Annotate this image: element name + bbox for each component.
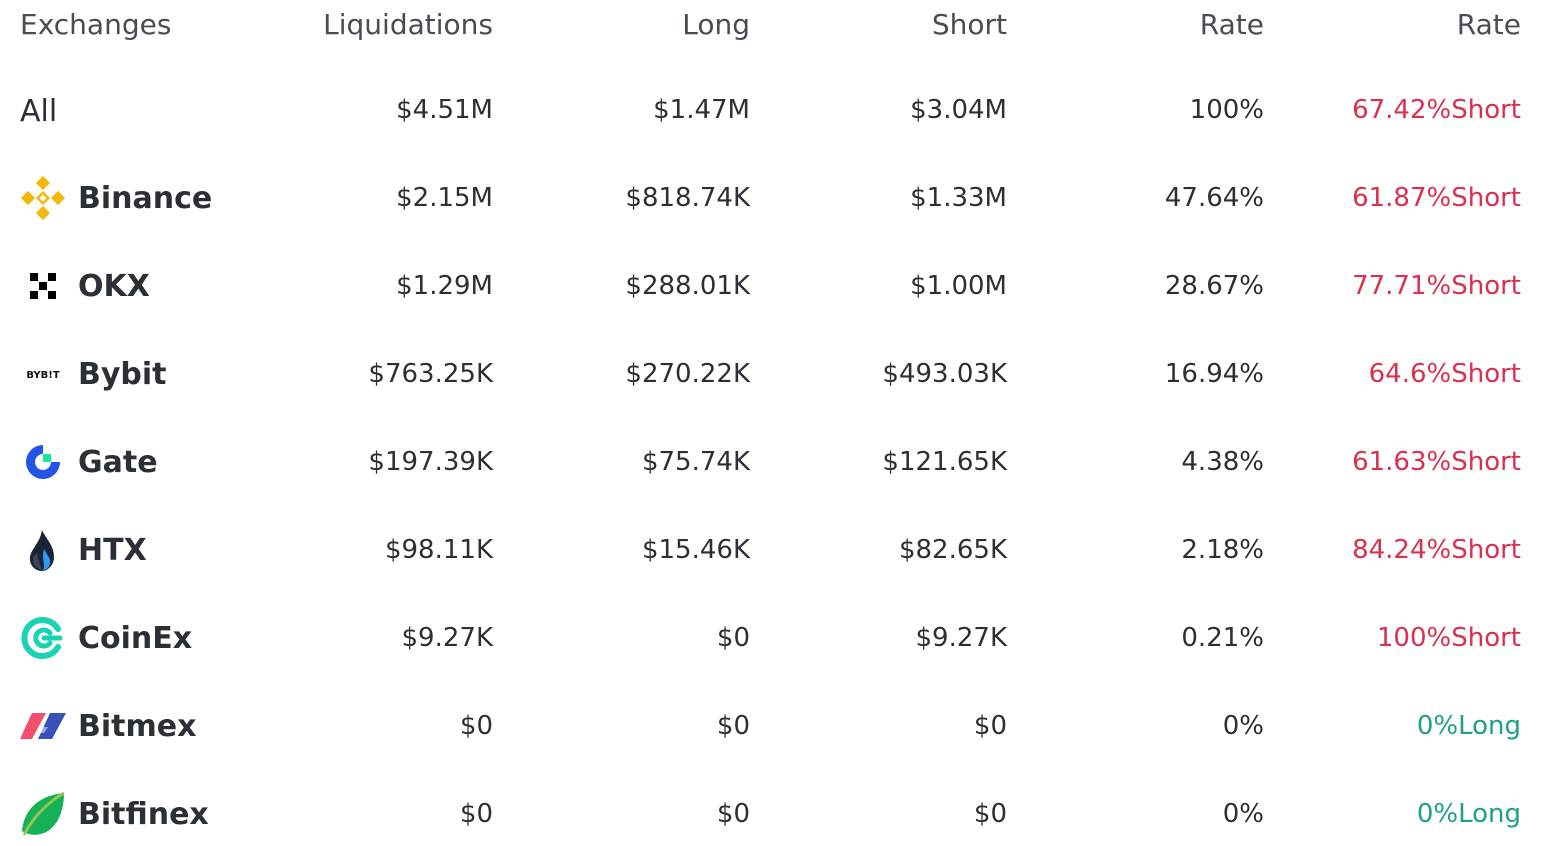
liquidations-value: $0: [459, 799, 493, 829]
short-value: $493.03K: [882, 359, 1007, 389]
bitfinex-icon: [20, 791, 66, 837]
exchange-name: HTX: [78, 533, 147, 568]
long-value: $0: [716, 799, 750, 829]
long-value: $288.01K: [625, 271, 750, 301]
short-value: $0: [973, 711, 1007, 741]
ratio-value: 61.87%Short: [1352, 183, 1521, 213]
table-header: Exchanges Liquidations Long Short Rate R…: [0, 0, 1542, 55]
rate-value: 16.94%: [1164, 359, 1264, 389]
header-short[interactable]: Short: [931, 8, 1007, 41]
short-value: $3.04M: [910, 95, 1007, 125]
table-row-coinex[interactable]: CoinEx $9.27K $0 $9.27K 0.21% 100%Short: [0, 608, 1542, 668]
exchange-name: Bybit: [78, 357, 167, 392]
liquidations-value: $4.51M: [396, 95, 493, 125]
gate-icon: [20, 439, 66, 485]
binance-icon: [20, 175, 66, 221]
bitmex-icon: [20, 703, 66, 749]
ratio-value: 61.63%Short: [1352, 447, 1521, 477]
rate-value: 28.67%: [1164, 271, 1264, 301]
ratio-value: 77.71%Short: [1352, 271, 1521, 301]
table-row-binance[interactable]: Binance $2.15M $818.74K $1.33M 47.64% 61…: [0, 168, 1542, 228]
short-value: $1.33M: [910, 183, 1007, 213]
liquidations-value: $98.11K: [384, 535, 493, 565]
header-rate-ratio[interactable]: Rate: [1456, 8, 1521, 41]
htx-icon: [20, 527, 66, 573]
exchange-name: All: [20, 94, 58, 129]
liquidations-value: $9.27K: [401, 623, 493, 653]
ratio-value: 0%Long: [1416, 711, 1521, 741]
table-row-gate[interactable]: Gate $197.39K $75.74K $121.65K 4.38% 61.…: [0, 432, 1542, 492]
table-row-all[interactable]: All $4.51M $1.47M $3.04M 100% 67.42%Shor…: [0, 80, 1542, 140]
long-value: $1.47M: [653, 95, 750, 125]
rate-value: 0%: [1222, 799, 1264, 829]
exchange-name: CoinEx: [78, 621, 193, 656]
rate-value: 100%: [1189, 95, 1264, 125]
header-long[interactable]: Long: [682, 8, 750, 41]
exchange-name: Gate: [78, 445, 158, 480]
liquidations-value: $1.29M: [396, 271, 493, 301]
table-row-bybit[interactable]: BYB!T Bybit $763.25K $270.22K $493.03K 1…: [0, 344, 1542, 404]
header-exchanges[interactable]: Exchanges: [20, 8, 172, 41]
header-liquidations[interactable]: Liquidations: [323, 8, 493, 41]
liquidations-value: $197.39K: [368, 447, 493, 477]
ratio-value: 0%Long: [1416, 799, 1521, 829]
table-row-bitmex[interactable]: Bitmex $0 $0 $0 0% 0%Long: [0, 696, 1542, 756]
rate-value: 0.21%: [1181, 623, 1264, 653]
exchange-name: Bitfinex: [78, 797, 209, 832]
svg-text:BYB!T: BYB!T: [26, 370, 59, 381]
short-value: $9.27K: [915, 623, 1007, 653]
header-rate[interactable]: Rate: [1199, 8, 1264, 41]
exchange-name: OKX: [78, 269, 150, 304]
long-value: $15.46K: [641, 535, 750, 565]
short-value: $0: [973, 799, 1007, 829]
rate-value: 47.64%: [1164, 183, 1264, 213]
liquidations-value: $0: [459, 711, 493, 741]
exchange-name: Binance: [78, 181, 213, 216]
short-value: $1.00M: [910, 271, 1007, 301]
long-value: $75.74K: [641, 447, 750, 477]
coinex-icon: [20, 615, 66, 661]
table-row-htx[interactable]: HTX $98.11K $15.46K $82.65K 2.18% 84.24%…: [0, 520, 1542, 580]
bybit-icon: BYB!T: [20, 351, 66, 397]
rate-value: 4.38%: [1181, 447, 1264, 477]
short-value: $82.65K: [898, 535, 1007, 565]
ratio-value: 64.6%Short: [1368, 359, 1521, 389]
table-row-bitfinex[interactable]: Bitfinex $0 $0 $0 0% 0%Long: [0, 784, 1542, 844]
exchange-name: Bitmex: [78, 709, 197, 744]
short-value: $121.65K: [882, 447, 1007, 477]
long-value: $0: [716, 711, 750, 741]
table-row-okx[interactable]: OKX $1.29M $288.01K $1.00M 28.67% 77.71%…: [0, 256, 1542, 316]
rate-value: 2.18%: [1181, 535, 1264, 565]
rate-value: 0%: [1222, 711, 1264, 741]
liquidations-value: $2.15M: [396, 183, 493, 213]
ratio-value: 100%Short: [1376, 623, 1521, 653]
liquidations-value: $763.25K: [368, 359, 493, 389]
long-value: $818.74K: [625, 183, 750, 213]
ratio-value: 84.24%Short: [1352, 535, 1521, 565]
ratio-value: 67.42%Short: [1352, 95, 1521, 125]
long-value: $270.22K: [625, 359, 750, 389]
long-value: $0: [716, 623, 750, 653]
okx-icon: [20, 263, 66, 309]
